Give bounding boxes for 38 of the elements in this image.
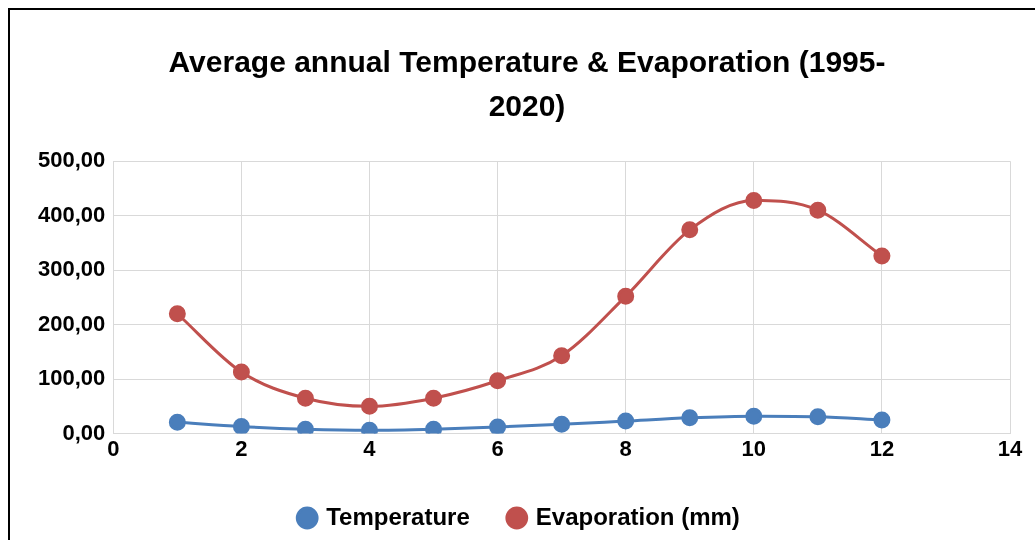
point <box>425 389 443 407</box>
point <box>232 418 250 434</box>
point <box>873 411 891 429</box>
point <box>360 397 378 415</box>
point <box>617 412 635 430</box>
point <box>681 221 699 239</box>
point <box>168 413 186 431</box>
point <box>168 305 186 323</box>
y-tick-label: 300,00 <box>37 256 106 282</box>
x-tick-label: 14 <box>997 435 1023 461</box>
point <box>489 372 507 390</box>
point <box>873 247 891 265</box>
point <box>745 407 763 425</box>
point <box>553 347 571 365</box>
point <box>232 363 250 381</box>
point <box>296 389 314 407</box>
y-tick-label: 200,00 <box>37 310 106 336</box>
x-tick-label: 2 <box>235 435 248 461</box>
point <box>681 409 699 427</box>
point <box>809 201 827 219</box>
point <box>553 415 571 433</box>
y-tick-label: 100,00 <box>37 365 106 391</box>
legend-label: Evaporation (mm) <box>535 502 740 530</box>
x-tick-label: 6 <box>491 435 504 461</box>
chart-title: Average annual Temperature & Evaporation (1995-2020) <box>167 44 887 124</box>
x-tick-label: 8 <box>619 435 632 461</box>
y-tick-label: 500,00 <box>37 147 106 173</box>
point <box>489 418 507 434</box>
y-tick-label: 0,00 <box>62 419 106 445</box>
point <box>809 408 827 426</box>
x-tick-label: 4 <box>363 435 377 461</box>
point <box>617 287 635 305</box>
x-tick-label: 10 <box>741 435 767 461</box>
legend-label: Temperature <box>326 502 470 530</box>
y-tick-label: 400,00 <box>37 201 106 227</box>
x-tick-label: 12 <box>869 435 895 461</box>
point <box>745 191 763 209</box>
x-tick-label: 0 <box>107 435 120 461</box>
